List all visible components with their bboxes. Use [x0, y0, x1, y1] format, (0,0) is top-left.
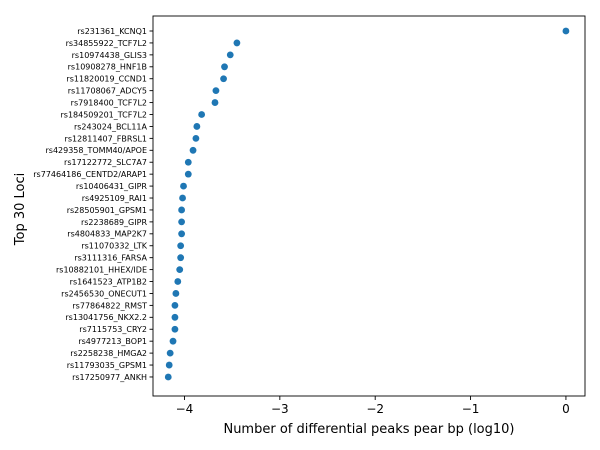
y-tick-label: rs243024_BCL11A — [74, 122, 148, 131]
data-point — [189, 146, 197, 154]
y-tick-label: rs10406431_GIPR — [76, 182, 148, 191]
data-point — [180, 182, 187, 190]
y-tick-label: rs7918400_TCF7L2 — [71, 98, 147, 107]
data-point — [184, 170, 192, 178]
y-tick-label: rs231361_KCNQ1 — [77, 27, 147, 36]
data-point — [184, 158, 192, 166]
x-tick-label: 0 — [562, 402, 570, 416]
data-point — [179, 194, 186, 202]
x-tick-label: −4 — [176, 402, 194, 416]
y-tick-label: rs11793035_GPSM1 — [67, 361, 147, 370]
data-point — [169, 337, 177, 345]
y-tick-label: rs11070332_LTK — [81, 242, 147, 251]
y-tick-label: rs4925109_RAI1 — [82, 194, 147, 203]
data-point — [171, 313, 179, 321]
y-tick-label: rs2238689_GIPR — [81, 218, 147, 227]
data-point — [192, 134, 200, 142]
y-tick-label: rs12811407_FBRSL1 — [65, 134, 147, 143]
y-tick-label: rs1641523_ATP1B2 — [70, 277, 147, 286]
y-tick-label: rs10882101_HHEX/IDE — [56, 266, 147, 275]
x-tick-label: −3 — [271, 402, 289, 416]
data-point — [193, 123, 201, 130]
y-tick-label: rs13041756_NKX2.2 — [65, 313, 147, 322]
y-tick-label: rs3111316_FARSA — [74, 254, 147, 263]
y-tick-label: rs11820019_CCND1 — [66, 75, 147, 84]
y-tick-label: rs17250977_ANKH — [72, 373, 147, 382]
data-point — [171, 325, 179, 333]
data-point — [212, 87, 220, 95]
y-axis-title: Top 30 Loci — [13, 173, 28, 246]
data-point — [165, 361, 173, 369]
y-tick-label: rs184509201_TCF7L2 — [60, 110, 147, 119]
x-tick-label: −2 — [366, 402, 384, 416]
data-point — [172, 290, 180, 297]
data-point — [178, 206, 186, 214]
y-tick-label: rs10908278_HNF1B — [68, 63, 147, 72]
x-axis-title: Number of differential peaks pear bp (lo… — [223, 422, 514, 437]
plot-area — [152, 15, 586, 397]
data-point — [221, 63, 228, 71]
plot-frame — [152, 15, 586, 397]
data-point — [233, 39, 241, 47]
y-tick-label: rs77464186_CENTD2/ARAP1 — [33, 170, 147, 179]
y-tick-label: rs10974438_GLIS3 — [72, 51, 147, 60]
x-axis-ticks: −4 −3 −2 −1 0 — [176, 396, 570, 416]
y-tick-label: rs7115753_CRY2 — [79, 325, 147, 334]
y-tick-label: rs4804833_MAP2K7 — [67, 230, 147, 239]
y-tick-label: rs34855922_TCF7L2 — [66, 39, 147, 48]
y-tick-label: rs429358_TOMM40/APOE — [45, 146, 147, 155]
data-points — [164, 27, 570, 381]
data-point — [178, 218, 186, 226]
y-axis-ticks: rs231361_KCNQ1 rs34855922_TCF7L2 rs1097443… — [33, 27, 153, 382]
data-point — [220, 75, 227, 83]
data-point — [174, 278, 182, 285]
x-tick-label: −1 — [462, 402, 480, 416]
data-point — [166, 349, 174, 357]
y-tick-label: rs17122772_SLC7A7 — [64, 158, 147, 167]
y-tick-label: rs2456530_ONECUT1 — [61, 289, 147, 298]
data-point — [226, 51, 234, 59]
data-point — [177, 254, 185, 262]
data-point — [178, 230, 186, 238]
y-tick-label: rs11708067_ADCY5 — [68, 87, 147, 96]
data-point — [171, 301, 179, 309]
y-tick-label: rs77864822_RMST — [72, 301, 147, 310]
data-point — [164, 373, 172, 381]
data-point — [198, 111, 206, 118]
data-point — [176, 266, 184, 273]
data-point — [177, 242, 185, 250]
data-point — [562, 27, 570, 35]
y-tick-label: rs4977213_BOP1 — [78, 337, 147, 346]
y-tick-label: rs28505901_GPSM1 — [67, 206, 147, 215]
data-point — [211, 99, 219, 106]
y-tick-label: rs2258238_HMGA2 — [70, 349, 147, 358]
